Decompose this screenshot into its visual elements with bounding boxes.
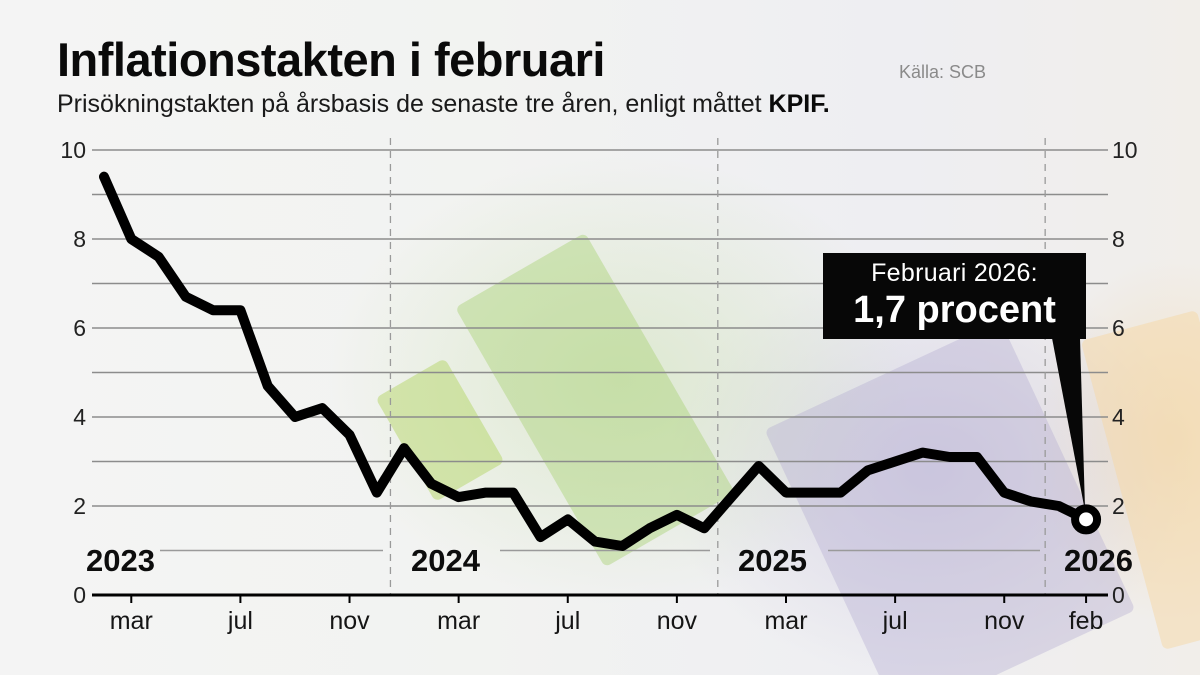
x-tick-label: nov	[329, 607, 370, 635]
x-tick-label: feb	[1069, 607, 1104, 635]
x-tick-label: mar	[437, 607, 480, 635]
callout-pointer	[1052, 338, 1086, 512]
y-tick-label: 8	[73, 226, 86, 252]
gridlines	[92, 149, 1108, 552]
year-dividers	[389, 138, 1046, 595]
inflation-line	[99, 171, 1092, 551]
source-label: Källa: SCB	[899, 62, 987, 82]
x-tick-label: mar	[764, 607, 807, 635]
y-tick-label: 0	[1112, 582, 1125, 608]
y-tick-label: 2	[73, 493, 86, 519]
y-axis-right: 10 8 6 4 2 0	[1112, 137, 1138, 608]
x-axis: mar jul nov mar jul nov mar jul nov feb	[92, 593, 1108, 635]
callout-value: 1,7 procent	[853, 289, 1056, 331]
x-tick-label: nov	[657, 607, 698, 635]
y-tick-label: 8	[1112, 226, 1125, 252]
x-tick-label: jul	[554, 607, 580, 635]
x-tick-label: jul	[227, 607, 253, 635]
x-tick-label: jul	[882, 607, 908, 635]
y-axis-left: 10 8 6 4 2 0	[60, 137, 86, 608]
latest-point-marker	[1071, 504, 1102, 535]
y-tick-label: 2	[1112, 493, 1125, 519]
y-tick-label: 4	[1112, 404, 1125, 430]
y-tick-label: 10	[1112, 137, 1138, 163]
x-tick-label: nov	[984, 607, 1025, 635]
y-tick-label: 0	[73, 582, 86, 608]
subtitle-text: Prisökningstakten på årsbasis de senaste…	[57, 90, 762, 118]
y-tick-label: 6	[1112, 315, 1125, 341]
year-label: 2023	[86, 543, 155, 578]
y-tick-label: 10	[60, 137, 86, 163]
chart-title: Inflationstakten i februari	[57, 33, 605, 86]
year-label: 2024	[411, 543, 481, 578]
y-tick-label: 4	[73, 404, 86, 430]
subtitle-kpif: KPIF.	[768, 90, 830, 118]
x-tick-label: mar	[110, 607, 153, 635]
year-label: 2025	[738, 543, 807, 578]
callout-date: Februari 2026:	[871, 259, 1038, 287]
chart-subtitle: Prisökningstakten på årsbasis de senaste…	[57, 90, 830, 119]
callout-box: Februari 2026: 1,7 procent	[823, 253, 1086, 339]
year-labels: 2023 2024 2025 2026	[86, 543, 1133, 578]
year-label: 2026	[1064, 543, 1133, 578]
y-tick-label: 6	[73, 315, 86, 341]
